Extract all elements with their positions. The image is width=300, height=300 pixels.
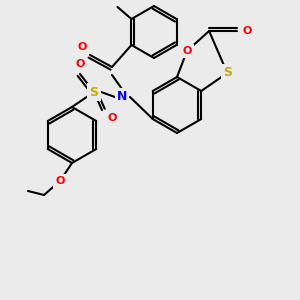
- Text: O: O: [75, 59, 85, 69]
- Text: O: O: [55, 176, 65, 186]
- Text: S: S: [89, 85, 98, 98]
- Text: O: O: [77, 42, 87, 52]
- Text: O: O: [242, 26, 252, 36]
- Text: N: N: [117, 91, 127, 103]
- Text: O: O: [182, 46, 192, 56]
- Text: S: S: [223, 67, 232, 80]
- Text: O: O: [107, 113, 117, 123]
